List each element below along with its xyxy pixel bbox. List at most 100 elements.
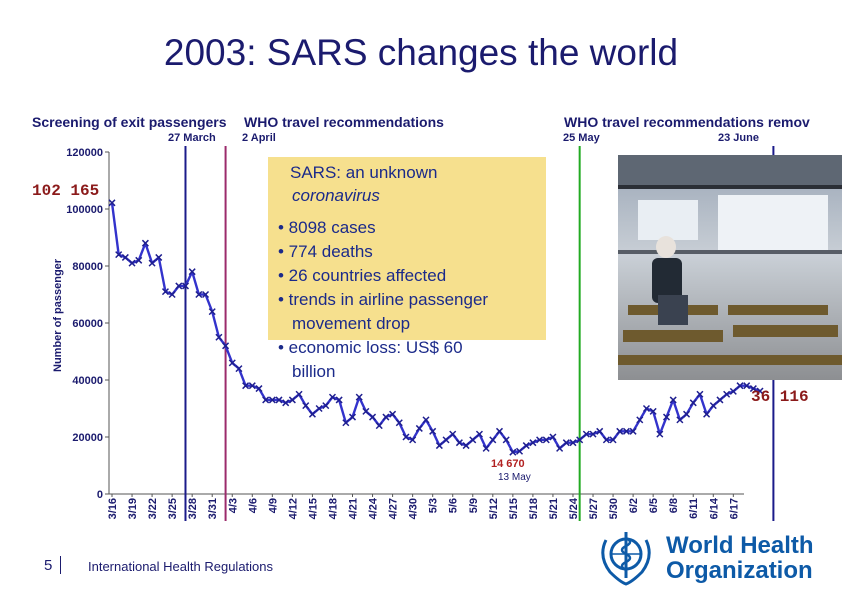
info-heading-1: SARS: an unknown [290,163,438,182]
data-point [435,442,443,450]
data-point [495,427,504,435]
x-tick-label: 5/6 [448,498,460,513]
data-point [208,308,216,316]
data-point [656,430,664,438]
data-point [556,444,564,452]
data-point [268,396,276,404]
x-tick-label: 6/8 [668,498,680,513]
x-tick-label: 5/15 [508,498,520,519]
data-point [188,268,196,276]
data-point [322,402,330,410]
data-point [362,407,370,415]
data-point [449,430,457,438]
data-point [469,436,477,444]
who-wordmark-line1: World Health [666,532,814,559]
data-point [676,416,684,424]
y-tick-label: 40000 [72,375,103,387]
data-point [355,393,363,401]
x-tick-label: 5/12 [488,498,500,519]
data-point [756,387,764,395]
data-point [335,396,343,404]
x-tick-label: 3/22 [147,498,159,519]
y-tick-label: 0 [97,489,103,501]
data-point [175,282,183,290]
data-point [549,433,557,441]
data-point [529,439,537,447]
info-bullet-economic: • economic loss: US$ 60 [278,338,463,357]
data-point [462,442,470,450]
data-point [582,430,590,438]
date-23-june: 23 June [718,132,759,144]
info-bullet-countries: • 26 countries affected [278,266,447,285]
data-point [255,385,263,393]
airport-photo-frame [618,155,842,380]
x-tick-label: 6/11 [688,498,700,519]
date-2-april: 2 April [242,132,276,144]
start-value-callout: 102 165 [32,182,100,200]
y-tick-label: 120000 [66,147,103,159]
x-tick-label: 4/12 [287,498,299,519]
x-tick-label: 4/6 [247,498,259,513]
data-point [195,290,203,299]
data-point [716,396,724,404]
info-bullet-airline: • trends in airline passenger [278,290,489,309]
data-point [536,436,544,444]
date-25-may: 25 May [563,132,600,144]
x-tick-label: 3/16 [107,498,119,519]
data-point [475,430,483,438]
data-point [275,396,283,404]
data-point [562,439,570,447]
x-tick-label: 4/30 [408,498,420,519]
x-tick-label: 3/28 [187,498,199,519]
data-point [602,436,610,444]
x-tick-label: 4/24 [368,497,380,519]
x-tick-label: 4/21 [348,498,360,519]
data-point [415,424,423,432]
data-point [609,436,617,444]
data-point [703,410,711,418]
data-point [729,387,737,395]
x-tick-label: 5/3 [428,498,440,513]
x-tick-label: 4/3 [227,498,239,513]
chart-axes [105,151,744,497]
x-tick-label: 5/27 [588,498,600,519]
data-point [689,399,697,407]
data-point [429,427,437,435]
data-point [375,422,383,430]
data-point [669,396,677,404]
data-point [228,359,236,367]
date-27-march: 27 March [168,132,216,144]
data-point [622,427,630,435]
data-point [442,436,450,444]
data-point [516,447,524,455]
data-point [181,282,190,290]
data-point [262,396,270,404]
data-point [288,396,296,404]
data-point [542,436,550,444]
data-point [369,413,377,421]
data-point [683,410,691,418]
info-bullet-economic-cont: billion [292,362,336,381]
data-point [168,290,176,299]
sars-info-box [268,157,546,340]
x-tick-label: 5/9 [468,498,480,513]
airport-photo [618,155,842,380]
x-tick-label: 3/25 [167,498,179,519]
page-title: 2003: SARS changes the world [163,32,679,73]
x-tick-label: 6/5 [648,498,660,513]
info-heading-2: coronavirus [292,186,380,205]
data-point [222,342,230,350]
data-point [315,404,323,413]
data-point [489,436,497,444]
chart-series [108,199,764,456]
who-wordmark: World Health Organization [666,533,814,583]
x-tick-label: 4/15 [307,498,319,519]
data-point [202,290,210,299]
min-value-callout: 14 670 [491,458,525,470]
y-tick-labels: 0 20000 40000 60000 80000 100000 120000 [66,147,103,501]
data-point [342,419,350,427]
data-point [302,402,310,410]
data-point [422,416,430,424]
data-point [128,259,136,267]
